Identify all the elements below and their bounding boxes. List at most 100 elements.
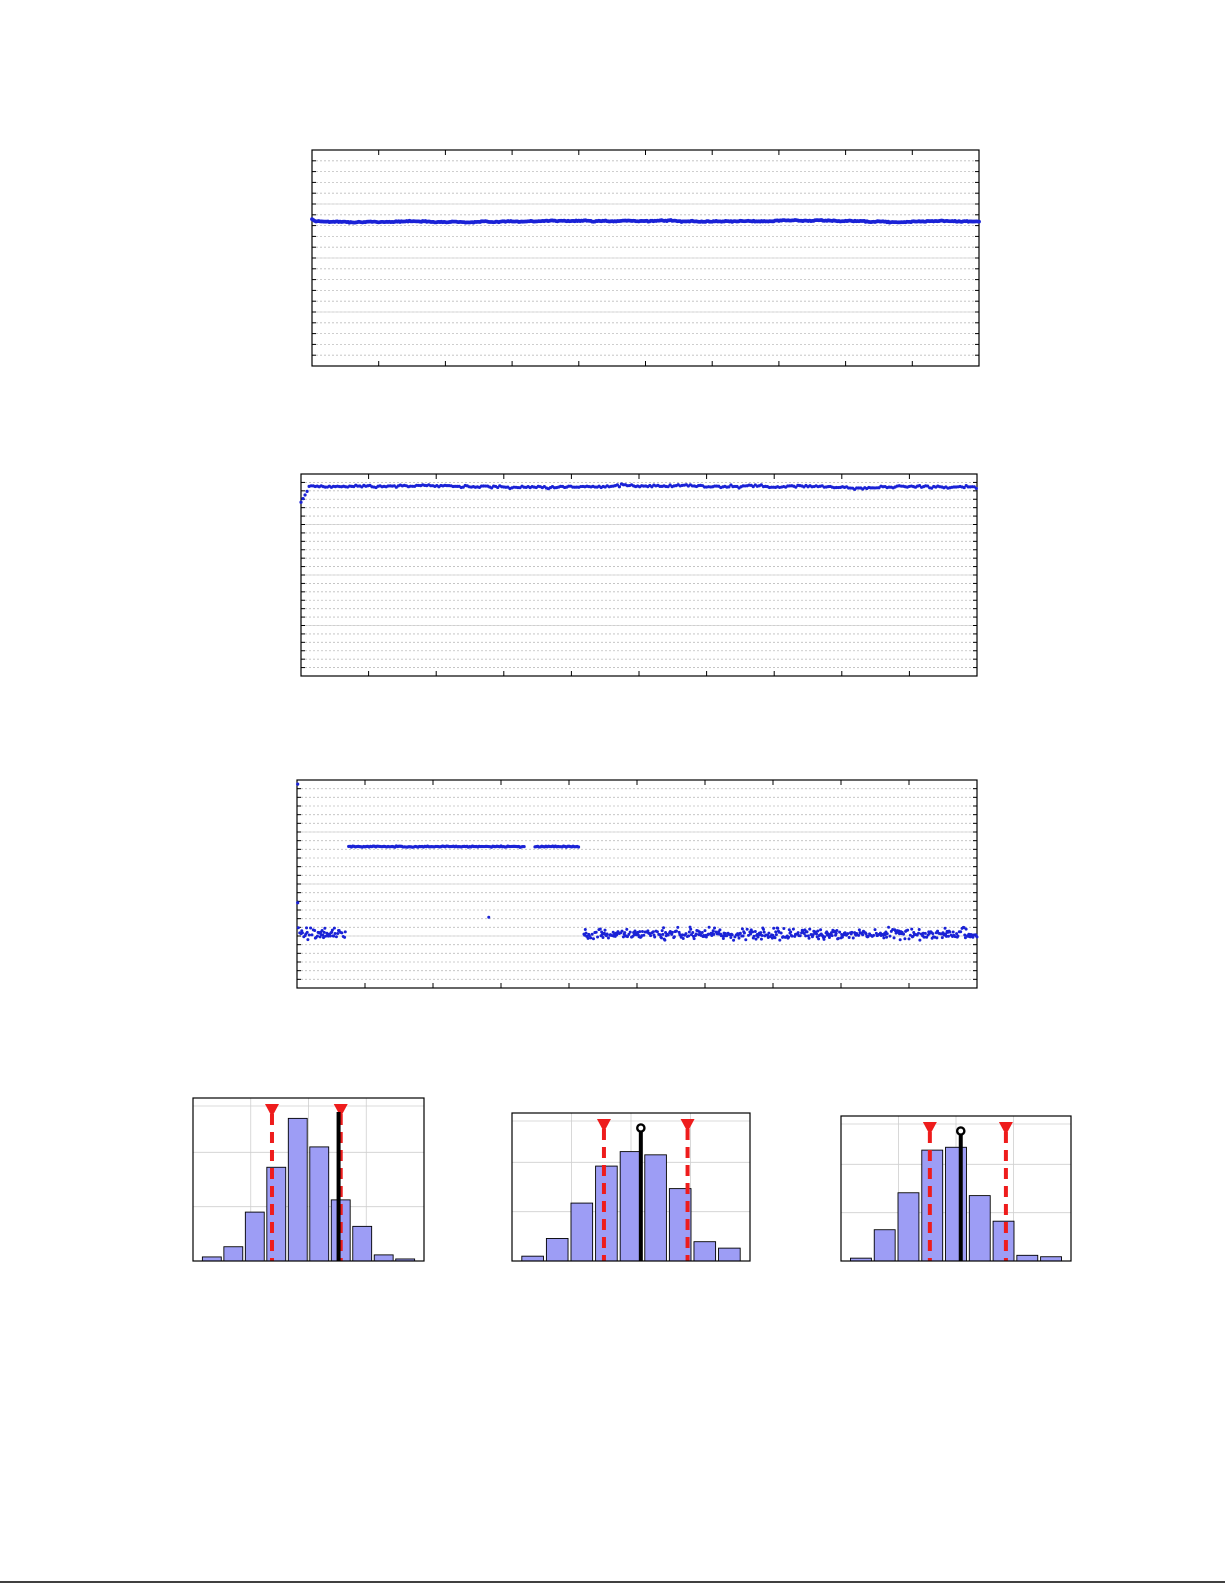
data-point — [851, 936, 855, 940]
data-point — [306, 938, 310, 942]
data-point — [955, 932, 959, 936]
data-point — [861, 933, 865, 937]
histogram-plot-2 — [511, 1112, 751, 1262]
data-point — [754, 937, 758, 941]
data-point — [975, 935, 979, 939]
data-point — [815, 932, 819, 936]
histogram-bar — [1016, 1254, 1039, 1262]
data-point — [333, 932, 337, 936]
data-point — [892, 936, 896, 940]
data-point — [330, 928, 334, 932]
data-point — [334, 935, 338, 939]
histogram-bar — [968, 1195, 991, 1262]
data-point — [296, 782, 300, 786]
data-point — [910, 927, 914, 931]
data-point — [642, 933, 646, 937]
upper-bound-marker — [680, 1119, 695, 1132]
histogram-bar — [309, 1146, 330, 1262]
data-point — [906, 928, 910, 932]
data-point — [672, 935, 676, 939]
data-point — [866, 934, 870, 938]
data-point — [873, 928, 877, 932]
data-point — [649, 934, 653, 938]
data-point — [305, 930, 309, 934]
data-point — [761, 927, 765, 931]
data-point — [589, 936, 593, 940]
data-point — [907, 937, 911, 941]
data-point — [296, 926, 300, 930]
data-point — [305, 489, 309, 493]
data-point — [587, 934, 591, 938]
data-point — [323, 926, 327, 930]
data-point — [310, 933, 314, 937]
data-point — [737, 936, 741, 940]
data-point — [625, 935, 629, 939]
data-point — [882, 936, 886, 940]
data-point — [322, 930, 326, 934]
histogram-bar — [201, 1256, 222, 1262]
data-point — [962, 485, 966, 490]
data-point — [940, 936, 944, 940]
data-point — [522, 844, 526, 849]
data-point — [729, 935, 733, 939]
data-point — [749, 932, 753, 936]
data-point — [741, 934, 745, 938]
data-point — [487, 915, 491, 919]
histogram-bar — [619, 1151, 643, 1262]
data-point — [307, 933, 311, 937]
data-point — [340, 931, 344, 935]
data-point — [603, 928, 607, 932]
data-point — [918, 938, 922, 942]
data-point — [790, 934, 794, 938]
data-point — [691, 930, 695, 934]
mean-marker — [955, 1126, 966, 1136]
data-point — [917, 931, 921, 935]
data-point — [303, 493, 307, 497]
data-point — [594, 930, 598, 934]
data-point — [817, 937, 821, 941]
data-point — [864, 932, 868, 936]
upper-bound-marker — [998, 1122, 1013, 1135]
data-point — [835, 929, 839, 933]
data-point — [931, 932, 935, 936]
data-point — [819, 928, 823, 932]
data-point — [320, 928, 324, 932]
data-point — [963, 936, 967, 940]
data-point — [946, 934, 950, 938]
data-point — [774, 933, 778, 937]
data-point — [670, 930, 674, 934]
data-point — [752, 934, 756, 938]
data-point — [948, 930, 952, 934]
data-point — [798, 934, 802, 938]
data-point — [802, 931, 806, 935]
data-point — [727, 485, 731, 489]
data-point — [935, 936, 939, 940]
data-point — [917, 928, 921, 932]
histogram-bar — [352, 1225, 373, 1262]
data-point — [745, 927, 749, 931]
data-point — [759, 931, 763, 935]
data-point — [806, 934, 810, 938]
data-point — [651, 930, 655, 934]
data-point — [773, 936, 777, 940]
data-point — [723, 931, 727, 935]
histogram-bar — [945, 1146, 967, 1262]
data-point — [796, 931, 800, 935]
data-point — [902, 932, 906, 936]
histogram-bar — [693, 1241, 717, 1262]
data-point — [313, 929, 317, 933]
data-point — [343, 930, 347, 934]
data-point — [742, 931, 746, 935]
data-point — [732, 938, 736, 942]
data-point — [703, 929, 707, 933]
data-point — [718, 928, 722, 932]
data-point — [787, 935, 791, 939]
data-point — [666, 933, 670, 937]
data-point — [687, 934, 691, 938]
data-point — [324, 934, 328, 938]
data-point — [971, 935, 975, 939]
data-point — [744, 938, 748, 942]
data-point — [756, 935, 760, 939]
data-point — [628, 930, 632, 934]
